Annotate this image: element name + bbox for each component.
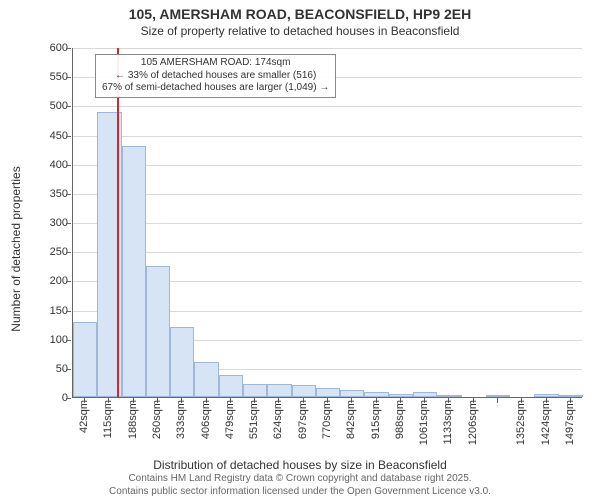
histogram-bar: [243, 384, 267, 397]
histogram-bar: [413, 392, 437, 397]
y-tick-mark: [66, 340, 71, 341]
x-axis-label-container: Distribution of detached houses by size …: [0, 458, 600, 472]
histogram-bar: [267, 384, 291, 397]
x-tick-label: 1133sqm: [442, 400, 454, 444]
y-tick-mark: [66, 223, 71, 224]
x-tick-label: 1061sqm: [418, 400, 430, 445]
x-tick-label: 551sqm: [248, 400, 260, 439]
histogram-bar: [316, 388, 340, 397]
y-ticks: 050100150200250300350400450500550600: [22, 48, 70, 398]
y-tick-mark: [66, 398, 71, 399]
x-tick-label: 42sqm: [78, 400, 90, 433]
gridline: [73, 165, 582, 166]
gridline: [73, 106, 582, 107]
attribution-line-1: Contains HM Land Registry data © Crown c…: [128, 473, 471, 484]
x-tick-label: 1424sqm: [540, 400, 552, 445]
x-tick-label: 842sqm: [345, 400, 357, 439]
histogram-bar: [219, 375, 243, 397]
y-tick-mark: [66, 281, 71, 282]
histogram-bar: [437, 395, 461, 397]
x-tick-label: 915sqm: [370, 400, 382, 439]
gridline: [73, 194, 582, 195]
y-tick-mark: [66, 165, 71, 166]
histogram-bar: [486, 395, 510, 397]
x-tick-label: 1206sqm: [467, 400, 479, 445]
attribution-line-2: Contains public sector information licen…: [109, 486, 491, 497]
y-tick-mark: [66, 106, 71, 107]
x-tick-label: 188sqm: [127, 400, 139, 439]
x-tick-label: 479sqm: [224, 400, 236, 439]
y-tick-mark: [66, 252, 71, 253]
gridline: [73, 136, 582, 137]
histogram-bar: [170, 327, 194, 397]
x-tick-label: 115sqm: [102, 400, 114, 438]
x-ticks: 42sqm 115sqm 188sqm 260sqm 333sqm 406sqm 479sq…: [72, 398, 582, 454]
chart-subtitle-text: Size of property relative to detached ho…: [141, 24, 460, 38]
x-tick-label: 1352sqm: [515, 400, 527, 445]
x-tick-label: 1497sqm: [564, 400, 576, 445]
y-tick-mark: [66, 311, 71, 312]
plot-area: 105 AMERSHAM ROAD: 174sqm ← 33% of detac…: [72, 48, 582, 398]
highlight-line: [117, 48, 119, 397]
y-tick-mark: [66, 136, 71, 137]
x-tick-label: 333sqm: [175, 400, 187, 439]
annotation-title: 105 AMERSHAM ROAD: 174sqm: [102, 57, 329, 70]
gridline: [73, 223, 582, 224]
gridline: [73, 252, 582, 253]
x-tick-label: 624sqm: [272, 400, 284, 439]
chart-title-text: 105, AMERSHAM ROAD, BEACONSFIELD, HP9 2E…: [129, 6, 472, 22]
histogram-bar: [559, 395, 583, 397]
gridline: [73, 48, 582, 49]
histogram-bar: [292, 385, 316, 397]
y-axis-label-container: Number of detached properties: [6, 0, 22, 500]
annotation-line-2: 67% of semi-detached houses are larger (…: [102, 82, 329, 95]
attribution: Contains HM Land Registry data © Crown c…: [0, 473, 600, 498]
x-tick-label: 770sqm: [321, 400, 333, 439]
y-tick-mark: [66, 48, 71, 49]
chart-title: 105, AMERSHAM ROAD, BEACONSFIELD, HP9 2E…: [0, 6, 600, 24]
x-axis-label: Distribution of detached houses by size …: [153, 458, 447, 472]
y-tick-mark: [66, 77, 71, 78]
histogram-bar: [73, 322, 97, 397]
histogram-bar: [340, 390, 364, 397]
y-tick-mark: [66, 369, 71, 370]
histogram-bar: [146, 266, 170, 397]
x-tick-label: 260sqm: [151, 400, 163, 439]
x-tick-label: 697sqm: [297, 400, 309, 439]
y-axis-label: Number of detached properties: [9, 99, 23, 399]
histogram-bar: [534, 394, 558, 397]
histogram-bar: [194, 362, 218, 397]
chart-subtitle: Size of property relative to detached ho…: [0, 24, 600, 39]
x-tick-label: 406sqm: [200, 400, 212, 439]
y-tick-mark: [66, 194, 71, 195]
annotation-line-1: ← 33% of detached houses are smaller (51…: [102, 70, 329, 83]
annotation-box: 105 AMERSHAM ROAD: 174sqm ← 33% of detac…: [95, 54, 336, 98]
chart-container: 105, AMERSHAM ROAD, BEACONSFIELD, HP9 2E…: [0, 0, 600, 500]
histogram-bar: [364, 392, 388, 397]
histogram-bar: [389, 394, 413, 397]
x-tick-mark: [497, 398, 498, 403]
x-tick-label: 988sqm: [394, 400, 406, 439]
histogram-bar: [122, 146, 146, 397]
